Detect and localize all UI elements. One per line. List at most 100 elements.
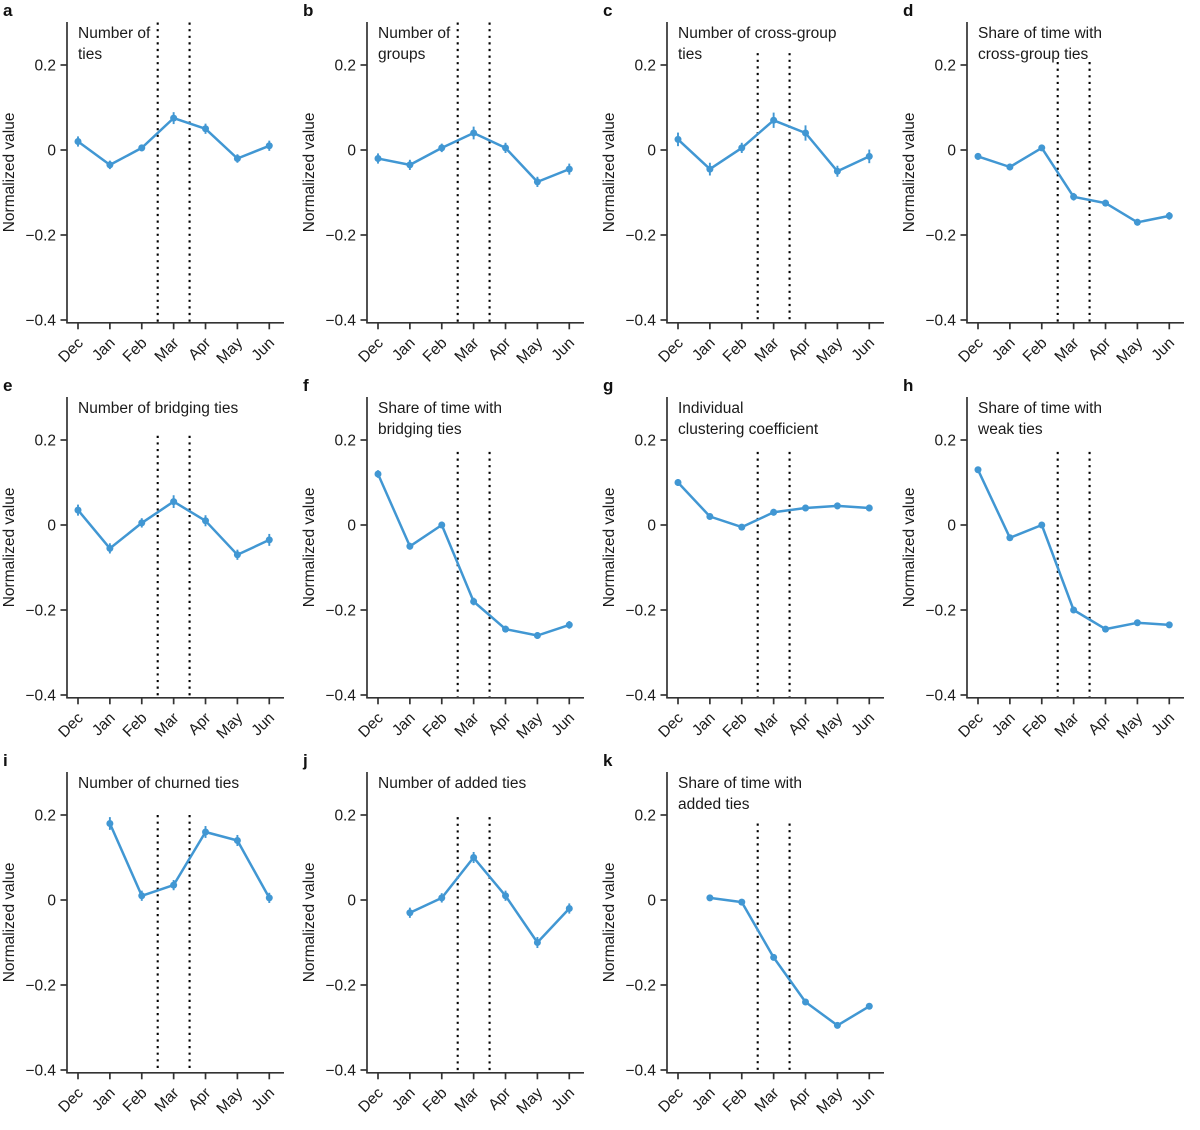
panel-letter: g	[603, 376, 614, 395]
y-tick-label: −0.4	[25, 688, 56, 705]
data-point	[233, 551, 241, 559]
x-tick-label: May	[813, 1084, 846, 1117]
line-chart: 0.2 0 −0.2 −0.4 Dec Jan Feb Mar Apr May Jun Normali…	[901, 22, 1184, 367]
x-tick-label: Dec	[655, 334, 687, 366]
y-tick-label: −0.4	[625, 688, 656, 705]
y-tick-label: 0.2	[34, 808, 56, 825]
data-point	[1006, 163, 1014, 171]
y-tick-label: 0.2	[334, 433, 356, 450]
data-point	[406, 161, 414, 169]
data-point	[1102, 199, 1110, 207]
line-chart: 0.2 0 −0.2 −0.4 Dec Jan Feb Mar Apr May Jun Normali…	[601, 22, 884, 367]
x-tick-label: Dec	[955, 709, 987, 741]
data-point	[138, 519, 146, 527]
x-tick-label: Jan	[89, 335, 119, 365]
series-line	[108, 822, 271, 900]
x-tick-label: Mar	[452, 1085, 483, 1116]
data-point	[170, 114, 178, 122]
x-tick-label: Jan	[689, 1085, 719, 1115]
x-tick-label: Mar	[1052, 335, 1083, 366]
x-tick-label: Apr	[485, 335, 514, 364]
panel-title: Share of time with	[978, 25, 1102, 42]
panel-title: Number of cross-group	[678, 25, 837, 42]
data-point	[565, 905, 573, 912]
x-tick-label: Mar	[152, 1085, 183, 1116]
x-tick-label: Mar	[152, 710, 183, 741]
x-tick-label: Apr	[1085, 710, 1114, 739]
line-chart: 0.2 0 −0.2 −0.4 Dec Jan Feb Mar Apr May Jun Normali…	[301, 772, 584, 1117]
x-tick-label: Feb	[420, 710, 451, 741]
x-tick-label: May	[213, 334, 246, 367]
data-point	[470, 854, 478, 861]
data-point	[74, 138, 82, 145]
panel-title: Share of time with	[678, 775, 802, 792]
x-tick-label: Jan	[89, 710, 119, 740]
panel-letter: k	[603, 751, 613, 770]
x-tick-label: Apr	[785, 710, 814, 739]
panel-title: Number of	[378, 25, 451, 42]
data-point	[1133, 619, 1141, 627]
data-point	[1165, 212, 1173, 220]
x-tick-label: Mar	[752, 1085, 783, 1116]
x-tick-label: Apr	[185, 710, 214, 739]
x-tick-label: Feb	[720, 710, 751, 741]
y-tick-label: 0.2	[34, 433, 56, 450]
data-point	[233, 155, 241, 162]
y-tick-label: −0.2	[325, 603, 356, 620]
data-point	[802, 129, 810, 137]
y-axis-label: Normalized value	[1, 863, 18, 983]
data-point	[533, 939, 541, 946]
y-tick-label: −0.4	[325, 1063, 356, 1080]
x-tick-label: Mar	[752, 710, 783, 741]
x-tick-label: Jan	[389, 710, 419, 740]
data-point	[502, 892, 510, 900]
x-tick-label: Feb	[120, 710, 151, 741]
data-point	[706, 165, 714, 173]
y-axis-label: Normalized value	[601, 113, 618, 233]
data-point	[438, 144, 446, 152]
x-tick-label: Jun	[848, 1085, 878, 1115]
panel-h: h 0.2 0 −0.2 −0.4 Dec Jan Feb Mar Apr May Jun Normal…	[900, 375, 1200, 750]
x-tick-label: Feb	[1020, 710, 1051, 741]
y-tick-label: −0.2	[25, 978, 56, 995]
y-tick-label: −0.2	[325, 228, 356, 245]
line-chart: 0.2 0 −0.2 −0.4 Dec Jan Feb Mar Apr May Jun Normali…	[1, 22, 284, 367]
y-tick-label: 0	[647, 893, 656, 910]
panel-title: Number of churned ties	[78, 775, 239, 792]
x-tick-label: Jan	[689, 710, 719, 740]
data-point	[502, 625, 510, 633]
panel-letter: e	[3, 376, 13, 395]
x-tick-label: Feb	[720, 335, 751, 366]
y-tick-label: 0	[47, 518, 56, 535]
panel-letter: j	[303, 751, 308, 770]
series-line	[676, 119, 871, 173]
panel-title: Number of bridging ties	[78, 400, 238, 417]
x-tick-label: Apr	[485, 1085, 514, 1114]
x-tick-label: Jan	[389, 1085, 419, 1115]
panel-letter: i	[3, 751, 8, 770]
x-tick-label: Dec	[655, 709, 687, 741]
y-tick-label: −0.4	[25, 313, 56, 330]
y-tick-label: 0	[47, 143, 56, 160]
y-tick-label: −0.2	[925, 228, 956, 245]
data-point	[138, 144, 146, 152]
data-point	[470, 129, 478, 137]
x-tick-label: Jun	[548, 1085, 578, 1115]
panel-title: added ties	[678, 796, 750, 813]
series-line	[376, 472, 571, 637]
data-point	[1070, 606, 1078, 614]
data-point	[802, 504, 810, 512]
y-axis-label: Normalized value	[301, 113, 318, 233]
y-tick-label: 0	[347, 143, 356, 160]
y-tick-label: −0.4	[325, 313, 356, 330]
x-tick-label: May	[213, 1084, 246, 1117]
data-point	[438, 521, 446, 529]
x-tick-label: Apr	[785, 335, 814, 364]
data-point	[374, 470, 382, 478]
y-tick-label: −0.2	[925, 603, 956, 620]
data-point	[170, 498, 178, 506]
x-tick-label: Feb	[420, 1085, 451, 1116]
x-tick-label: Mar	[1052, 710, 1083, 741]
x-tick-label: May	[1113, 334, 1146, 367]
